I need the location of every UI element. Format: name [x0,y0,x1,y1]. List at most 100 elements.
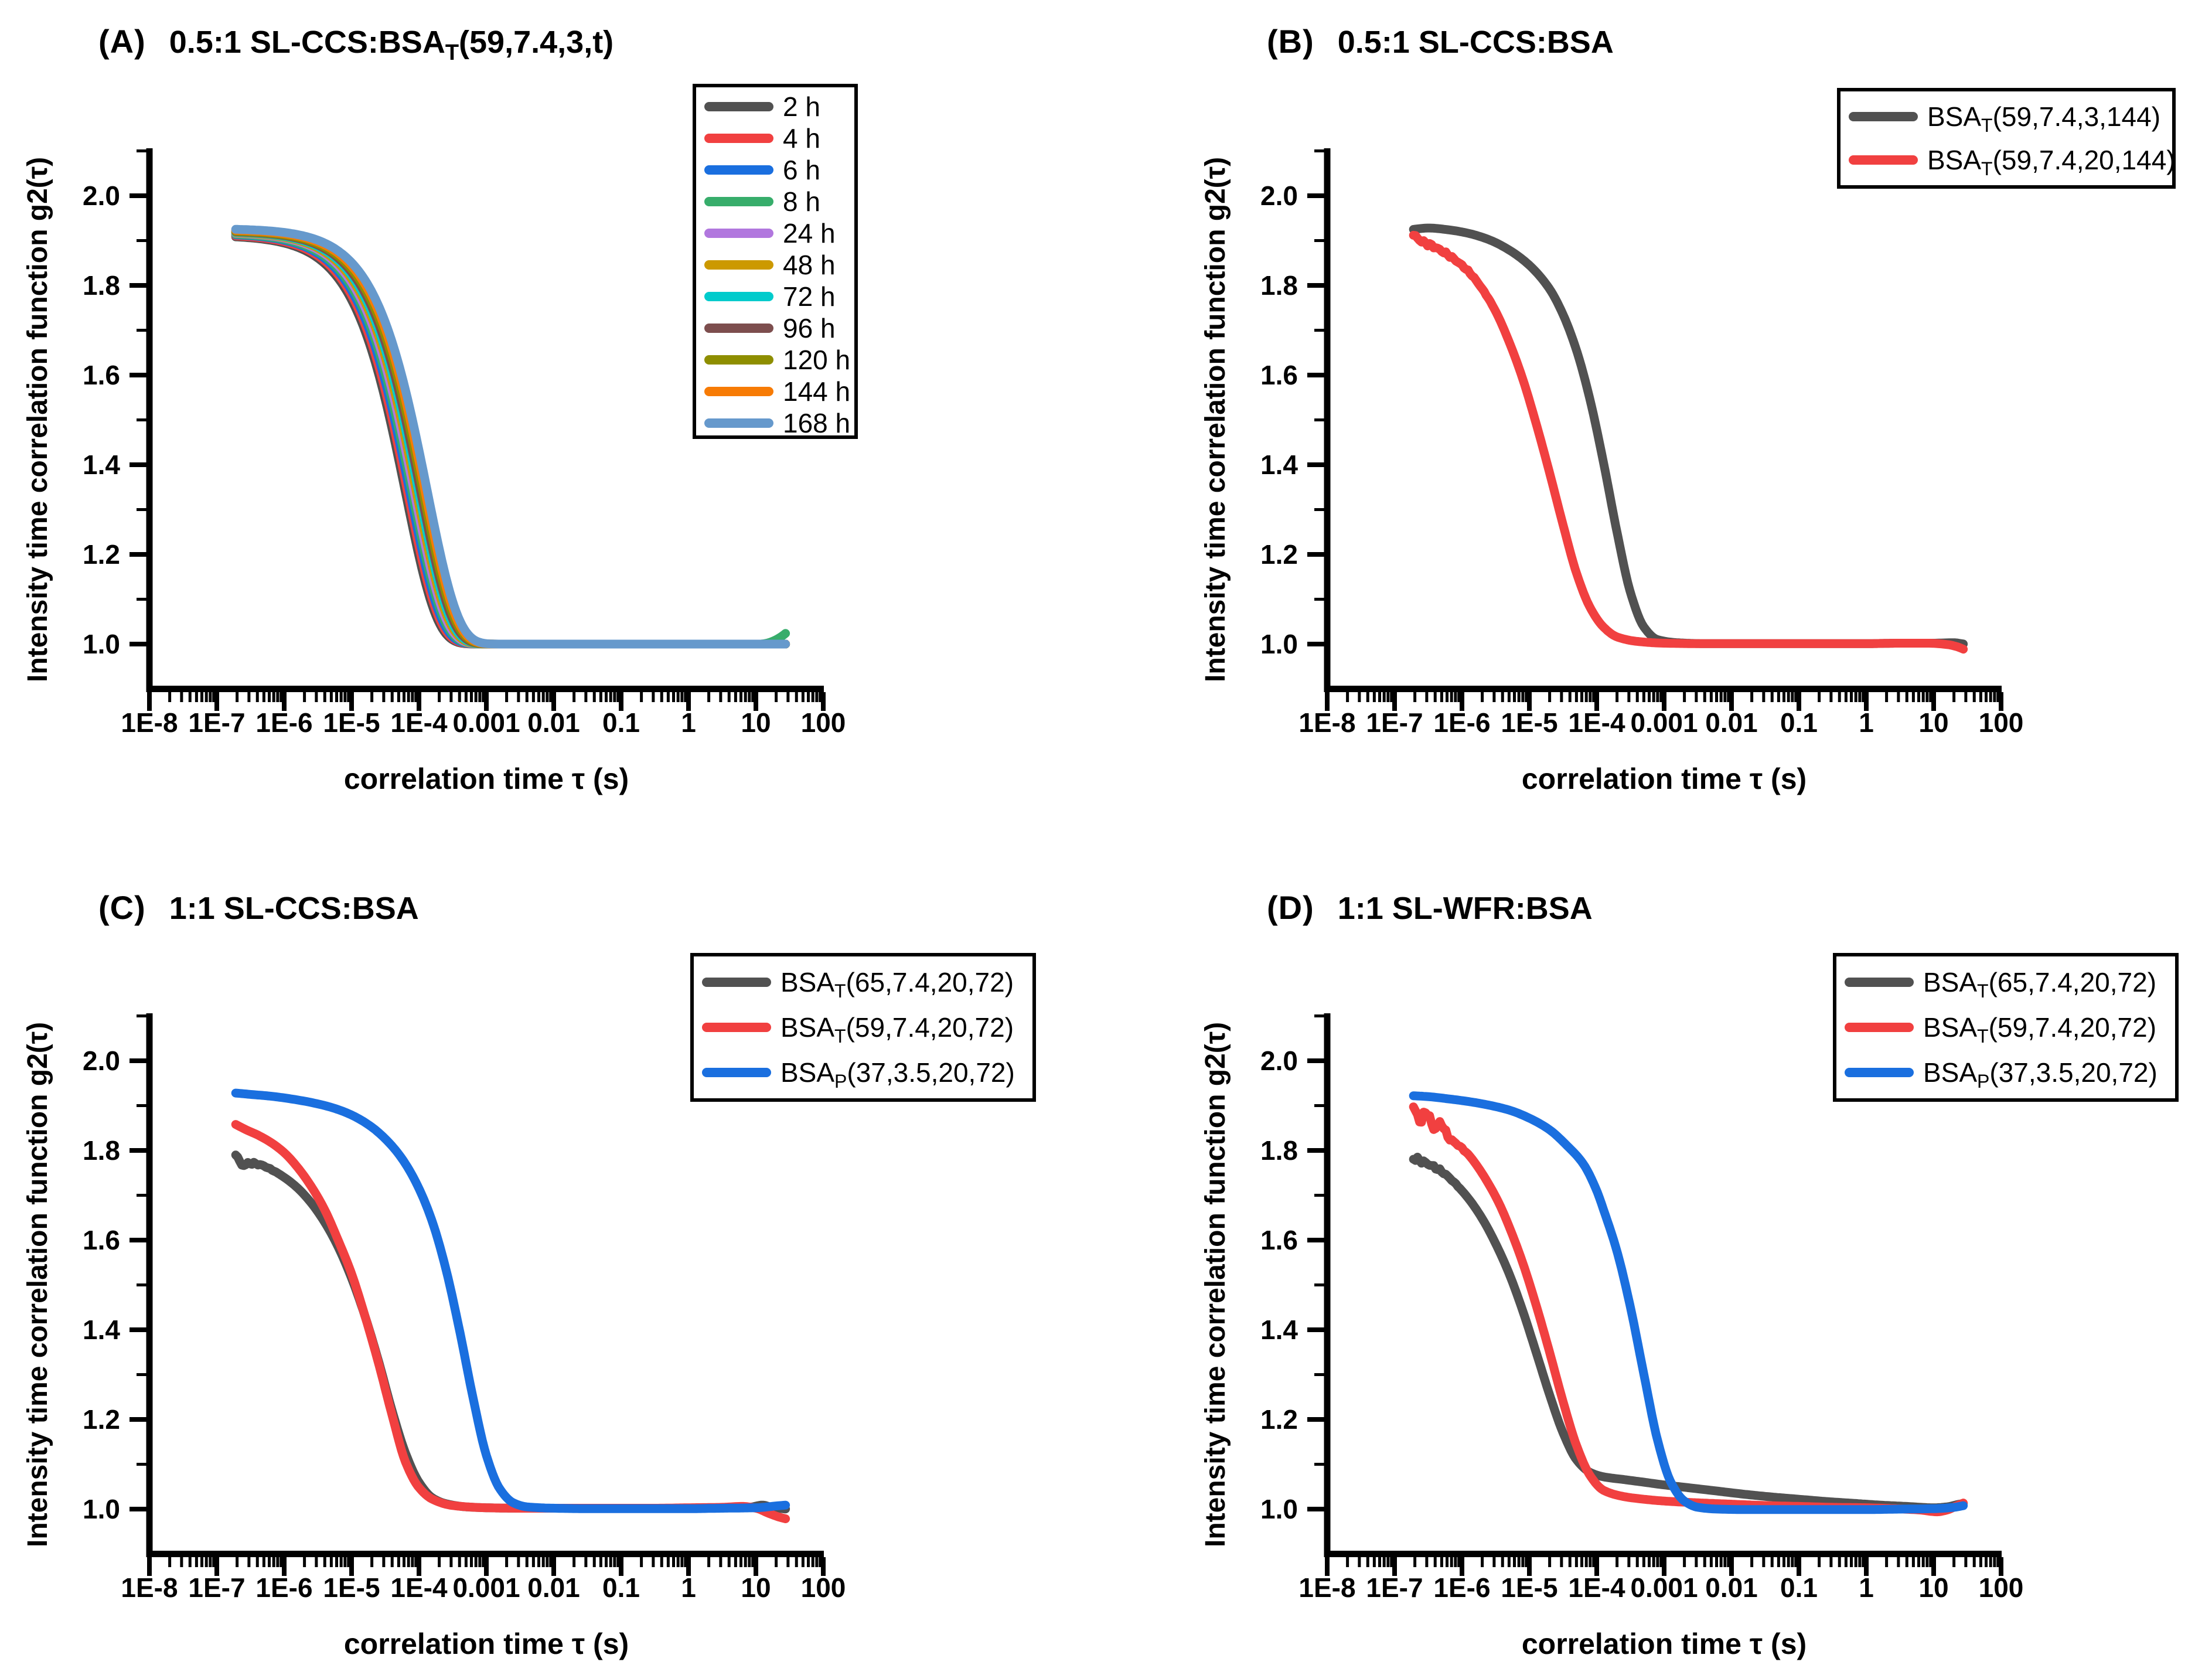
panel-b-title: (B) 0.5:1 SL-CCS:BSA [1267,23,1614,60]
y-tick-label: 1.0 [1260,1494,1298,1524]
x-tick-label: 0.1 [602,1572,640,1603]
legend-item-bsap: BSAP(37,3.5,20,72) [694,1057,1032,1092]
panel-d-xlabel: correlation time τ (s) [1521,1627,1807,1660]
curve-c-bsap [231,1088,790,1513]
legend-d: BSAT(65,7.4,20,72) BSAT(59,7.4,20,72) BSAP… [1833,953,2179,1102]
legend-b: BSAT(59,7.4,3,144) BSAT(59,7.4,20,144) [1837,88,2176,189]
y-tick-label: 1.8 [1260,1135,1298,1166]
x-tick-label: 1E-4 [1568,707,1625,738]
y-tick-label: 1.2 [1260,1404,1298,1435]
x-tick-label: 1E-6 [255,707,312,738]
y-tick-label: 1.4 [83,450,120,480]
curve-d-bsat [1409,1102,1968,1517]
x-tick-label: 1E-4 [390,1572,448,1603]
legend-line-swatch [704,387,773,396]
legend-item-bsat: BSAT(59,7.4,20,72) [694,1012,1032,1046]
legend-line-swatch [702,1022,771,1032]
legend-item-bsap: BSAP(37,3.5,20,72) [1836,1057,2175,1091]
y-tick-label: 1.6 [83,1225,120,1255]
panel-c-plot: 1E-8 1E-7 1E-6 1E-5 1E-4 0.001 0.01 0.1 1 10 100 1.… [83,1013,846,1603]
y-tick-label: 2.0 [83,181,120,211]
legend-label: 96 h [783,313,836,343]
legend-item-8-h: 8 h [696,186,854,217]
x-tick-label: 0.001 [1630,1572,1698,1603]
x-tick-label: 0.1 [1780,707,1818,738]
panel-c-ylabel: Intensity time correlation function g2(τ… [22,1022,53,1547]
x-tick-label: 1 [681,1572,696,1603]
x-tick-label: 10 [1918,1572,1948,1603]
x-tick-label: 100 [801,707,846,738]
x-tick-label: 1E-8 [1298,707,1355,738]
legend-line-swatch [702,1067,771,1077]
legend-line-swatch [1845,1067,1914,1077]
legend-line-swatch [1849,155,1918,165]
y-tick-label: 2.0 [1260,1046,1298,1076]
x-tick-label: 1E-6 [1433,1572,1490,1603]
curve-a-168-h [231,224,790,649]
legend-line-swatch [1849,112,1918,121]
legend-label: 6 h [783,155,820,185]
legend-item-bsat: BSAT(65,7.4,20,72) [694,966,1032,1002]
x-tick-label: 1E-5 [323,1572,380,1603]
x-tick-label: 1E-8 [121,707,178,738]
legend-item-4-h: 4 h [696,122,854,154]
legend-label: BSAT(65,7.4,20,72) [1923,967,2157,1002]
panel-d-title: (D) 1:1 SL-WFR:BSA [1267,889,1593,926]
x-tick-label: 100 [1979,707,2024,738]
legend-line-swatch [704,197,773,206]
x-tick-label: 1E-5 [323,707,380,738]
curve-d-bsap [1409,1091,1968,1514]
curve-b-bsat [1409,230,1968,654]
x-tick-label: 0.001 [1630,707,1698,738]
legend-c: BSAT(65,7.4,20,72) BSAT(59,7.4,20,72) BSAP… [690,953,1036,1102]
x-tick-label: 1E-7 [1366,707,1423,738]
x-tick-label: 1E-8 [1298,1572,1355,1603]
legend-label: BSAP(37,3.5,20,72) [780,1057,1015,1092]
x-tick-label: 1 [1859,1572,1874,1603]
y-tick-label: 1.0 [83,1494,120,1524]
curve-b-bsat [1409,223,1968,649]
y-tick-label: 1.0 [1260,629,1298,659]
legend-label: BSAT(59,7.4,3,144) [1927,101,2161,137]
legend-label: BSAT(65,7.4,20,72) [780,967,1014,1002]
legend-item-72-h: 72 h [696,281,854,312]
x-tick-label: 0.01 [1705,707,1758,738]
legend-line-swatch [704,134,773,143]
x-tick-label: 1E-7 [188,707,245,738]
legend-line-swatch [704,355,773,365]
x-tick-label: 0.001 [452,707,520,738]
legend-label: 168 h [783,408,851,438]
legend-line-swatch [702,978,771,988]
legend-item-bsat: BSAT(65,7.4,20,72) [1836,966,2175,1002]
legend-label: 120 h [783,345,851,375]
y-tick-label: 1.2 [1260,539,1298,570]
x-tick-label: 10 [741,1572,771,1603]
panel-d-plot: 1E-8 1E-7 1E-6 1E-5 1E-4 0.001 0.01 0.1 1 10 100 1.… [1260,1013,2023,1603]
legend-label: BSAT(59,7.4,20,144) [1927,145,2176,180]
legend-label: 2 h [783,91,820,122]
legend-line-swatch [704,324,773,333]
y-tick-label: 1.4 [1260,1315,1298,1345]
legend-label: 8 h [783,186,820,217]
panel-c-title: (C) 1:1 SL-CCS:BSA [98,889,419,926]
legend-item-120-h: 120 h [696,344,854,376]
x-tick-label: 1E-7 [1366,1572,1423,1603]
legend-item-6-h: 6 h [696,154,854,186]
x-tick-label: 100 [1979,1572,2024,1603]
panel-a-ylabel: Intensity time correlation function g2(τ… [22,156,53,682]
panel-b-xlabel: correlation time τ (s) [1521,762,1807,795]
x-tick-label: 1E-5 [1501,707,1557,738]
legend-item-48-h: 48 h [696,249,854,281]
curve-c-bsat [231,1150,790,1514]
x-tick-label: 1E-4 [390,707,448,738]
legend-item-bsat: BSAT(59,7.4,20,144) [1841,144,2176,178]
y-tick-label: 1.8 [1260,270,1298,301]
x-tick-label: 100 [801,1572,846,1603]
x-tick-label: 0.01 [1705,1572,1758,1603]
x-tick-label: 0.1 [602,707,640,738]
legend-line-swatch [704,418,773,428]
legend-label: 24 h [783,218,836,248]
x-tick-label: 1E-8 [121,1572,178,1603]
